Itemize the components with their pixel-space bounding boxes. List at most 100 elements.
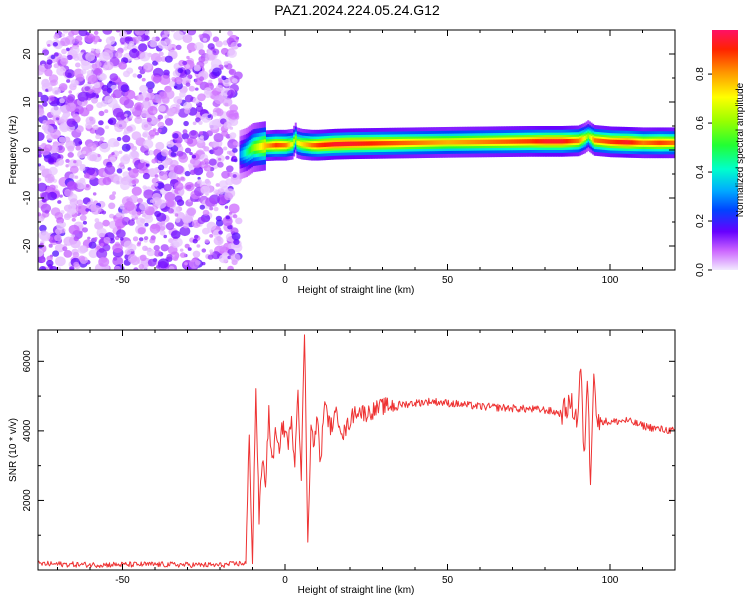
noise-speckle (184, 170, 191, 177)
noise-speckle (71, 30, 80, 36)
ridge-cell (636, 140, 639, 145)
ridge-cell (512, 139, 515, 144)
colorbar-ticks: 0.0 0.2 0.4 0.6 0.8 (695, 67, 712, 277)
noise-speckle (229, 132, 237, 139)
ridge-cell (301, 142, 304, 147)
ridge-cell (631, 140, 634, 145)
noise-speckle (167, 44, 172, 49)
noise-speckle (209, 234, 214, 238)
ridge-cell (372, 141, 375, 146)
ridge-cell (296, 140, 299, 145)
noise-speckle (214, 94, 225, 105)
ridge-cell (660, 140, 663, 145)
colorbar-tick-label: 0.4 (695, 165, 706, 179)
noise-speckle (115, 51, 123, 59)
ridge-cell (623, 140, 626, 145)
noise-speckle (100, 100, 108, 107)
noise-speckle (237, 43, 242, 48)
ridge-cell (662, 140, 665, 145)
noise-speckle (199, 76, 205, 81)
noise-speckle (192, 250, 201, 258)
ridge-cell (317, 143, 320, 148)
noise-speckle (42, 49, 50, 56)
noise-speckle (84, 33, 96, 43)
noise-speckle (157, 121, 165, 129)
noise-speckle (160, 244, 169, 252)
ridge-cell (598, 138, 601, 143)
ridge-cell (569, 138, 572, 144)
ridge-cell (337, 141, 340, 147)
y-tick-label: 4000 (22, 419, 33, 442)
colorbar-label: Normalized spectral amplitude (735, 82, 746, 217)
noise-speckle (112, 150, 120, 157)
noise-speckle (171, 230, 181, 239)
noise-speckle (122, 70, 131, 78)
noise-speckle (207, 114, 212, 119)
noise-speckle (160, 220, 166, 225)
noise-speckle (229, 104, 238, 113)
noise-speckle (108, 80, 113, 84)
noise-speckle (145, 163, 150, 167)
noise-speckle (143, 62, 153, 71)
ridge-cell (467, 139, 470, 145)
ridge-cell (528, 139, 531, 144)
ridge-cell (340, 141, 343, 147)
ridge-cell (445, 140, 448, 145)
ridge-cell (285, 143, 288, 148)
ridge-cell (416, 140, 419, 145)
ridge-cell (577, 138, 580, 144)
noise-speckle (143, 189, 154, 199)
noise-speckle (191, 154, 196, 159)
noise-speckle (98, 110, 105, 117)
noise-speckle (219, 80, 223, 84)
ridge-cell (606, 139, 609, 144)
noise-speckle (222, 78, 231, 87)
noise-speckle (207, 43, 215, 50)
ridge-cell (406, 140, 409, 146)
noise-speckle (173, 165, 184, 175)
ridge-cell (255, 143, 258, 151)
ridge-cell (275, 143, 278, 148)
noise-speckle (49, 96, 55, 102)
noise-speckle (196, 244, 201, 248)
noise-speckle (204, 87, 212, 94)
noise-speckle (52, 250, 60, 257)
ridge-cell (418, 140, 421, 145)
ridge-cell (346, 141, 349, 147)
noise-speckle (123, 240, 133, 249)
noise-speckle (38, 212, 42, 217)
noise-speckle (201, 248, 207, 253)
noise-speckle (208, 79, 213, 84)
noise-speckle (111, 152, 115, 156)
noise-speckle (63, 250, 73, 258)
noise-speckle (139, 158, 145, 164)
noise-speckle (79, 107, 90, 117)
noise-speckle (137, 74, 143, 79)
ridge-cell (247, 147, 250, 155)
ridge-cell (257, 143, 260, 151)
noise-speckle (211, 251, 221, 260)
noise-speckle (88, 241, 97, 249)
noise-speckle (104, 164, 116, 175)
noise-speckle (91, 48, 95, 52)
noise-speckle (192, 121, 197, 126)
noise-speckle (59, 98, 65, 104)
y-tick-label: 0 (22, 147, 33, 153)
noise-speckle (202, 227, 210, 235)
noise-speckle (224, 192, 234, 201)
noise-speckle (44, 78, 49, 83)
y-tick-label: 10 (22, 96, 33, 108)
ridge-cell (338, 141, 341, 147)
noise-speckle (142, 132, 148, 138)
noise-speckle (182, 129, 188, 134)
ridge-cell (522, 139, 525, 144)
noise-speckle (54, 234, 62, 242)
noise-speckle (104, 125, 110, 130)
ridge-cell (491, 139, 494, 144)
noise-speckle (162, 174, 168, 179)
noise-speckle (232, 141, 238, 146)
ridge-cell (332, 142, 335, 147)
noise-speckle (151, 158, 157, 164)
ridge-cell (618, 139, 621, 145)
noise-speckle (86, 70, 94, 76)
